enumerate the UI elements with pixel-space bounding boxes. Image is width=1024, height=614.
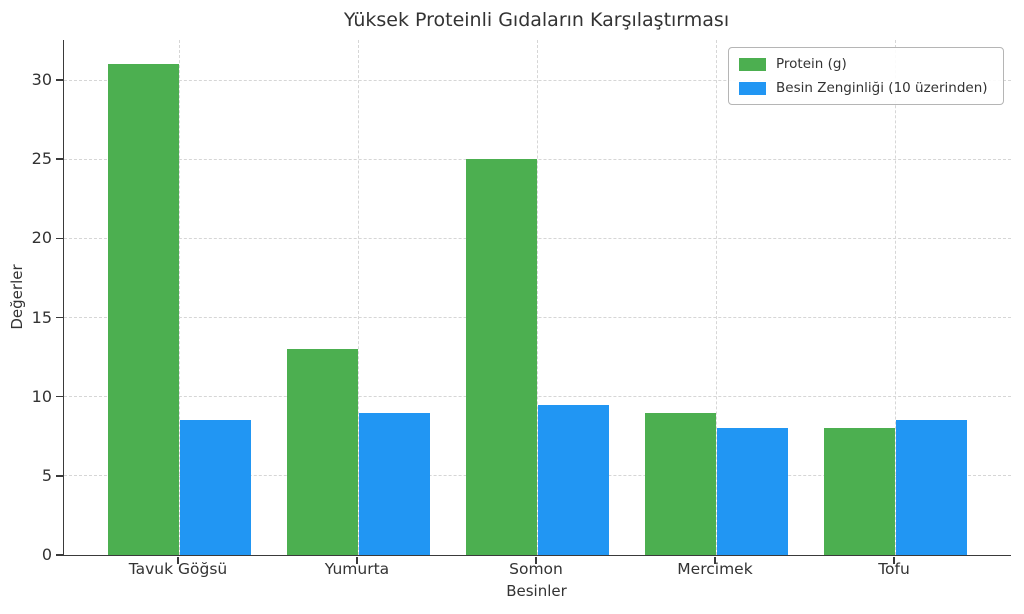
chart-title: Yüksek Proteinli Gıdaların Karşılaştırma…: [343, 9, 730, 31]
bar-besin-zenginli-i-10-zerinden-somon: [538, 404, 609, 555]
gridline-x-somon: [536, 40, 538, 555]
bar-protein-g-tofu: [824, 428, 895, 555]
ytick-label-25: 25: [31, 149, 52, 169]
x-axis-label: Besinler: [506, 582, 567, 600]
bar-protein-g-somon: [466, 159, 537, 555]
gridline-y-10: [64, 396, 1011, 398]
ytick-mark-25: [56, 158, 63, 160]
ytick-label-10: 10: [31, 386, 52, 406]
legend: Protein (g) Besin Zenginliği (10 üzerinde…: [728, 47, 1004, 105]
legend-item-protein-g: Protein (g): [739, 56, 993, 72]
bar-besin-zenginli-i-10-zerinden-mercimek: [717, 428, 788, 555]
xtick-mark-mercimek: [714, 556, 716, 564]
gridline-y-5: [64, 475, 1011, 477]
ytick-label-0: 0: [41, 545, 52, 564]
bar-protein-g-tavuk-g-s: [108, 64, 179, 555]
ytick-mark-20: [56, 237, 63, 240]
ytick-mark-5: [56, 475, 63, 477]
legend-swatch-icon-besin-zenginli-i-10-zerinden: [739, 81, 766, 95]
gridline-x-yumurta: [357, 40, 359, 555]
ytick-mark-10: [56, 395, 63, 398]
gridline-x-tofu: [894, 40, 896, 555]
xtick-label-somon: Somon: [509, 560, 563, 578]
ytick-mark-30: [56, 79, 63, 81]
xtick-mark-tofu: [893, 556, 895, 564]
xtick-label-mercimek: Mercimek: [677, 560, 753, 578]
xtick-label-yumurta: Yumurta: [324, 560, 390, 578]
xtick-mark-tavuk-g-s: [177, 556, 179, 564]
legend-label-besin-zenginli-i-10-zerinden: Besin Zenginliği (10 üzerinden): [776, 80, 988, 96]
ytick-label-5: 5: [41, 465, 52, 485]
xtick-mark-yumurta: [356, 556, 358, 564]
gridline-x-mercimek: [715, 40, 717, 555]
ytick-mark-15: [56, 316, 63, 319]
bar-besin-zenginli-i-10-zerinden-tavuk-g-s: [180, 420, 251, 555]
ytick-mark-0: [56, 554, 63, 556]
plot-area: [63, 40, 1011, 556]
gridline-y-20: [64, 237, 1011, 239]
gridline-y-30: [64, 79, 1011, 81]
ytick-label-20: 20: [31, 228, 52, 248]
bar-besin-zenginli-i-10-zerinden-tofu: [896, 420, 967, 555]
xtick-mark-somon: [535, 556, 537, 564]
xtick-label-tavuk-g-s: Tavuk Göğsü: [128, 560, 228, 578]
legend-swatch-icon-protein-g: [739, 57, 766, 71]
gridline-x-tavuk-g-s: [178, 40, 180, 555]
legend-item-besin-zenginli-i-10-zerinden: Besin Zenginliği (10 üzerinden): [739, 80, 993, 96]
ytick-label-15: 15: [31, 307, 52, 327]
ytick-label-30: 30: [31, 70, 52, 89]
xtick-label-tofu: Tofu: [878, 560, 910, 578]
gridline-y-15: [64, 317, 1011, 318]
bar-protein-g-yumurta: [287, 349, 358, 555]
bar-besin-zenginli-i-10-zerinden-yumurta: [359, 412, 430, 555]
legend-label-protein-g: Protein (g): [776, 56, 847, 72]
bar-protein-g-mercimek: [645, 412, 716, 555]
gridline-y-25: [64, 158, 1011, 160]
